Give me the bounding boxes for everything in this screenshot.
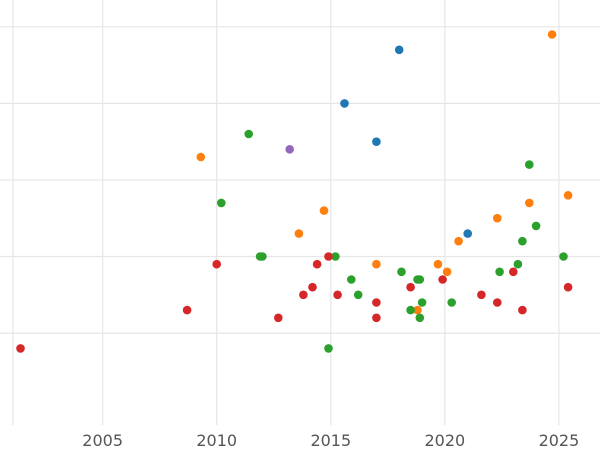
scatter-point <box>324 252 333 261</box>
scatter-point <box>525 198 534 208</box>
scatter-point <box>372 137 381 146</box>
x-axis-ticks: 2005 2010 2015 2020 2025 <box>82 431 579 450</box>
scatter-point <box>182 305 192 315</box>
scatter-point <box>454 236 463 246</box>
scatter-point <box>294 229 304 238</box>
scatter-point <box>547 30 557 39</box>
scatter-point <box>16 344 25 353</box>
scatter-point <box>406 305 415 315</box>
scatter-point <box>563 282 573 292</box>
scatter-point <box>212 259 221 269</box>
scatter-point <box>563 191 573 200</box>
x-tick-label: 2005 <box>82 431 123 450</box>
scatter-point <box>495 267 504 277</box>
scatter-point <box>513 259 523 269</box>
x-tick-label: 2015 <box>310 431 351 450</box>
scatter-point <box>415 313 425 323</box>
scatter-point <box>442 267 452 277</box>
scatter-point <box>372 259 381 269</box>
scatter-point <box>415 275 425 284</box>
scatter-point <box>324 344 333 353</box>
scatter-point <box>331 252 340 261</box>
scatter-point <box>285 145 295 154</box>
scatter-point <box>417 298 427 307</box>
scatter-point <box>353 290 363 300</box>
scatter-point <box>274 313 283 323</box>
scatter-point <box>413 305 422 315</box>
scatter-point <box>372 298 381 307</box>
x-tick-label: 2020 <box>425 431 466 450</box>
scatter-point <box>196 152 206 162</box>
scatter-point <box>319 206 329 215</box>
scatter-point <box>217 198 226 208</box>
scatter-point <box>477 290 486 300</box>
data-points <box>16 30 573 353</box>
scatter-point <box>509 267 518 277</box>
scatter-point <box>244 129 253 139</box>
scatter-point <box>433 259 443 269</box>
scatter-point <box>493 213 502 223</box>
x-tick-label: 2025 <box>539 431 580 450</box>
scatter-point <box>531 221 541 231</box>
scatter-point <box>493 298 502 307</box>
x-tick-label: 2010 <box>196 431 237 450</box>
grid <box>0 0 600 425</box>
scatter-point <box>394 45 404 55</box>
scatter-point <box>447 298 457 307</box>
scatter-point <box>308 282 317 292</box>
scatter-point <box>340 99 349 108</box>
scatter-point <box>438 275 447 284</box>
scatter-point <box>406 282 415 292</box>
scatter-point <box>333 290 342 300</box>
scatter-point <box>312 259 322 269</box>
scatter-point <box>525 160 534 169</box>
scatter-point <box>299 290 308 300</box>
scatter-point <box>372 313 381 323</box>
scatter-point <box>397 267 406 277</box>
scatter-point <box>463 229 473 238</box>
scatter-point <box>258 252 267 261</box>
scatter-point <box>559 252 568 261</box>
scatter-point <box>347 275 356 284</box>
scatter-point <box>518 305 527 315</box>
scatter-point <box>518 236 527 246</box>
